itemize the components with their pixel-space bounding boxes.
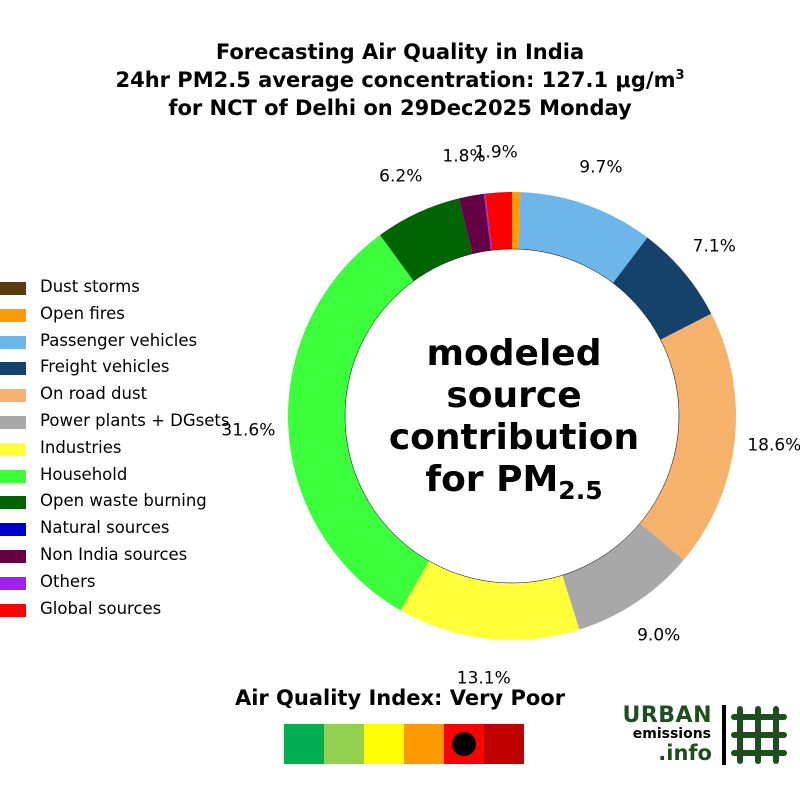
slice-power-plants-dgsets	[562, 523, 684, 630]
legend-swatch-household	[0, 469, 26, 483]
logo-word-info: .info	[658, 741, 712, 765]
aqi-cell-2	[324, 724, 364, 764]
center-label-line-1: modeled	[426, 333, 602, 374]
donut-slices	[287, 192, 736, 640]
logo-word-emissions: emissions	[632, 726, 711, 742]
legend-label-on-road-dust: On road dust	[40, 384, 148, 404]
aqi-cell-3	[364, 724, 404, 764]
legend-label-open-fires: Open fires	[40, 303, 125, 323]
legend-swatch-global-sources	[0, 603, 26, 617]
center-label-line-4-text: for PM	[425, 459, 559, 500]
slice-passenger-vehicles	[518, 192, 648, 283]
center-label-line-4: for PM2.5	[364, 459, 664, 503]
legend-label-freight-vehicles: Freight vehicles	[40, 357, 170, 377]
aqi-color-scale	[284, 724, 524, 764]
legend-swatch-on-road-dust	[0, 389, 26, 403]
title-line-2: 24hr PM2.5 average concentration: 127.1 …	[0, 66, 800, 94]
legend-swatch-others	[0, 576, 26, 590]
legend-swatch-dust-storms	[0, 282, 26, 295]
legend-swatch-non-india-sources	[0, 549, 26, 563]
slice-non-india-sources	[458, 193, 492, 254]
urbanemissions-logo: URBAN emissions .info	[622, 703, 792, 767]
legend-swatch-passenger-vehicles	[0, 335, 26, 349]
slice-global-sources	[485, 192, 512, 251]
legend-label-global-sources: Global sources	[40, 598, 162, 618]
logo-divider-bar	[722, 705, 726, 765]
legend-swatch-open-fires	[0, 308, 26, 322]
aqi-title: Air Quality Index: Very Poor	[234, 686, 566, 710]
legend-label-passenger-vehicles: Passenger vehicles	[40, 330, 198, 350]
legend-label-natural-sources: Natural sources	[40, 518, 170, 538]
center-label-line-4-subscript: 2.5	[558, 476, 603, 506]
aqi-cell-1	[284, 724, 324, 764]
slice-label-power-plants-dgsets: 9.0%	[637, 625, 680, 645]
slice-freight-vehicles	[612, 237, 712, 340]
chart-title: Forecasting Air Quality in India 24hr PM…	[0, 38, 800, 122]
legend-swatch-industries	[0, 442, 26, 456]
legend-label-power-plants-dgsets: Power plants + DGsets	[40, 410, 230, 430]
slice-labels: 9.7% 7.1% 18.6% 9.0% 13.1% 31.6% 6.2% 1.8%1.9%	[221, 142, 800, 688]
aqi-cell-6	[484, 724, 524, 764]
slice-label-non-india-sources: 1.8%	[442, 146, 485, 166]
title-line-1: Forecasting Air Quality in India	[215, 40, 585, 64]
slice-open-waste-burning	[379, 198, 473, 282]
aqi-cell-4	[404, 724, 444, 764]
slice-label-passenger-vehicles: 9.7%	[579, 157, 622, 177]
legend-label-household: Household	[40, 464, 128, 484]
slice-open-fires	[512, 192, 521, 250]
slice-label-global-sources: 1.9%	[475, 142, 518, 162]
title-line-3: for NCT of Delhi on 29Dec2025 Monday	[168, 96, 632, 120]
slice-household	[287, 235, 430, 611]
legend-label-open-waste-burning: Open waste burning	[40, 491, 207, 511]
slice-label-freight-vehicles: 7.1%	[693, 236, 736, 256]
center-label-line-3: contribution	[388, 417, 640, 458]
legend-swatch-power-plants-dgsets	[0, 415, 26, 429]
legend-swatch-open-waste-burning	[0, 496, 26, 510]
legend-label-others: Others	[40, 571, 96, 591]
logo-word-urban: URBAN	[622, 703, 712, 728]
title-line-2-superscript: 3	[675, 68, 685, 83]
center-label: modeled source contribution for PM2.5	[364, 333, 664, 503]
slice-others	[483, 193, 493, 251]
slice-label-industries: 13.1%	[457, 668, 511, 688]
slice-label-household: 31.6%	[221, 421, 275, 441]
slice-label-open-waste-burning: 6.2%	[379, 167, 422, 187]
logo-grid-icon	[731, 706, 787, 764]
legend-label-non-india-sources: Non India sources	[40, 544, 188, 564]
legend-label-industries: Industries	[40, 437, 122, 457]
slice-label-on-road-dust: 18.6%	[747, 435, 800, 455]
slice-industries	[400, 560, 580, 640]
donut-inner-edge	[344, 248, 680, 584]
center-label-line-2: source	[446, 375, 582, 416]
aqi-cell-5	[444, 724, 484, 764]
legend-swatch-natural-sources	[0, 523, 26, 537]
slice-on-road-dust	[639, 313, 736, 560]
title-line-2-text: 24hr PM2.5 average concentration: 127.1 …	[115, 68, 676, 92]
aqi-current-marker	[452, 732, 476, 756]
legend-label-dust-storms: Dust storms	[40, 277, 140, 296]
legend-swatch-freight-vehicles	[0, 362, 26, 376]
